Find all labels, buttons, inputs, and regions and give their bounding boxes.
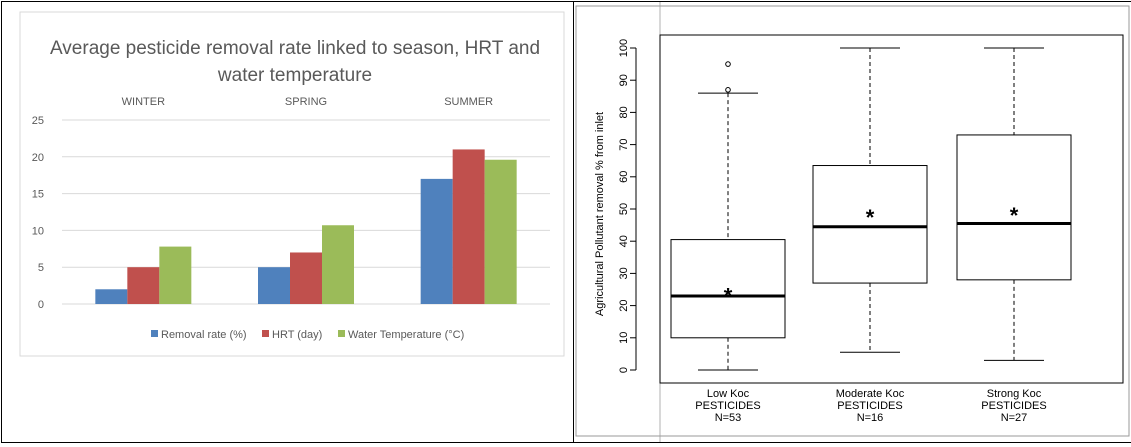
box-outlier-point: [725, 61, 731, 67]
box-x-label-0-line-2: N=53: [715, 412, 742, 424]
legend-label-1: HRT (day): [272, 329, 322, 341]
bar-summer-series-1: [452, 149, 485, 304]
box-x-label-1-line-0: Moderate Koc: [836, 388, 905, 400]
bar-category-label: SPRING: [285, 96, 327, 108]
bar-y-tick-label: 5: [38, 262, 44, 274]
box-plot-outer-border: [575, 5, 1130, 437]
box-outlier-point: [725, 87, 731, 93]
box-x-label-1-line-2: N=16: [857, 412, 884, 424]
bar-summer-series-0: [420, 178, 453, 304]
box-mean-marker-1: *: [866, 205, 875, 230]
box-iqr-1: [812, 165, 928, 284]
box-plot-y-axis-label: Agricultural Pollutant removal % from in…: [594, 112, 606, 316]
box-plot: Agricultural Pollutant removal % from in…: [575, 2, 1130, 442]
bar-spring-series-2: [322, 225, 354, 304]
box-x-label-2-line-1: PESTICIDES: [981, 400, 1046, 412]
box-y-tick-label: 50: [618, 203, 630, 215]
box-y-tick-label: 60: [618, 171, 630, 183]
box-mean-marker-0: *: [724, 284, 733, 309]
bar-spring-series-1: [290, 252, 322, 304]
box-iqr-0: [670, 239, 786, 339]
bar-category-label: SUMMER: [444, 96, 493, 108]
bar-y-tick-label: 10: [32, 225, 44, 237]
legend-swatch-1: [262, 330, 269, 337]
box-y-tick-label: 70: [618, 138, 630, 150]
legend-swatch-2: [338, 330, 345, 337]
box-x-label-0-line-1: PESTICIDES: [695, 400, 760, 412]
bar-chart: Average pesticide removal rate linked to…: [19, 11, 565, 357]
legend-label-0: Removal rate (%): [161, 329, 247, 341]
box-x-label-0-line-0: Low Koc: [707, 388, 750, 400]
box-y-tick-label: 80: [618, 106, 630, 118]
legend-label-2: Water Temperature (°C): [348, 329, 464, 341]
box-y-tick-label: 40: [618, 235, 630, 247]
bar-y-tick-label: 15: [32, 189, 44, 201]
bar-y-tick-label: 25: [32, 115, 44, 127]
bar-y-tick-label: 0: [38, 299, 44, 311]
box-y-tick-label: 0: [618, 367, 630, 373]
bar-winter-series-0: [95, 289, 128, 304]
bar-category-label: WINTER: [122, 96, 165, 108]
box-y-tick-label: 90: [618, 74, 630, 86]
box-y-tick-label: 30: [618, 267, 630, 279]
box-mean-marker-2: *: [1010, 203, 1019, 228]
bar-summer-series-2: [484, 159, 517, 304]
bar-y-tick-label: 20: [32, 152, 44, 164]
left-panel: Average pesticide removal rate linked to…: [1, 1, 574, 443]
bar-chart-title-line-1: Average pesticide removal rate linked to…: [50, 38, 540, 59]
box-y-tick-label: 10: [618, 332, 630, 344]
bar-winter-series-1: [127, 267, 160, 304]
box-x-label-1-line-1: PESTICIDES: [837, 400, 902, 412]
box-iqr-2: [956, 134, 1072, 281]
right-panel: Agricultural Pollutant removal % from in…: [574, 1, 1131, 443]
legend-swatch-0: [151, 330, 158, 337]
box-plot-frame: [659, 34, 1124, 384]
box-x-label-2-line-2: N=27: [1001, 412, 1028, 424]
box-y-tick-label: 100: [618, 39, 630, 57]
bar-winter-series-2: [159, 246, 192, 304]
bar-spring-series-0: [258, 267, 290, 304]
bar-chart-title-line-2: water temperature: [217, 65, 372, 86]
box-y-tick-label: 20: [618, 299, 630, 311]
box-x-label-2-line-0: Strong Koc: [987, 388, 1042, 400]
